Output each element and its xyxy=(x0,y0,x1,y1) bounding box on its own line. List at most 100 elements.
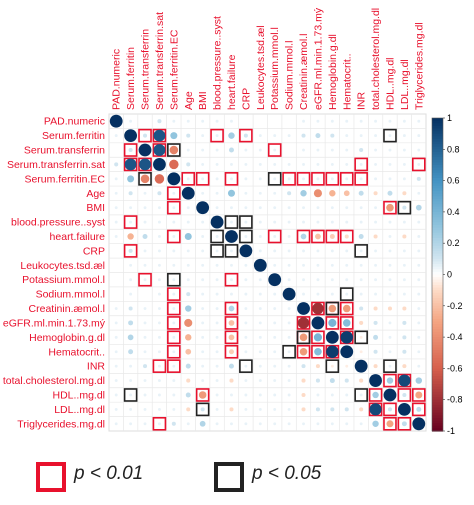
corr-circle xyxy=(258,335,262,339)
colorbar-segment xyxy=(432,423,443,427)
sig-box-p001 xyxy=(152,128,167,143)
colorbar-segment xyxy=(432,240,443,244)
sig-box-p001 xyxy=(311,172,325,186)
corr-circle xyxy=(172,307,176,310)
corr-circle xyxy=(114,321,118,325)
corr-circle xyxy=(302,249,305,253)
corr-circle xyxy=(374,162,378,166)
sig-box-p001 xyxy=(138,128,152,143)
corr-circle xyxy=(287,191,292,196)
colorbar-segment xyxy=(432,149,443,153)
corr-circle xyxy=(215,422,219,426)
sig-box-p001 xyxy=(167,200,181,215)
colorbar-segment xyxy=(432,407,443,411)
colorbar-tick-label: 0.6 xyxy=(447,176,460,186)
corr-circle xyxy=(143,335,147,339)
corr-circle xyxy=(172,350,176,354)
corr-circle xyxy=(374,249,378,253)
colorbar-segment xyxy=(432,188,443,192)
colorbar-segment xyxy=(432,282,443,286)
row-label: Serum.ferritin xyxy=(42,130,105,142)
corr-circle xyxy=(185,334,192,341)
corr-circle xyxy=(129,220,133,224)
corr-circle xyxy=(417,148,421,152)
colorbar-segment xyxy=(432,230,443,234)
corr-circle xyxy=(258,148,262,152)
corr-circle xyxy=(225,230,238,243)
corr-circle xyxy=(316,220,320,224)
sig-box-p001 xyxy=(383,402,397,417)
sig-box-p001 xyxy=(397,388,412,402)
corr-circle xyxy=(273,379,277,383)
colorbar-segment xyxy=(432,316,443,320)
sig-box-p001 xyxy=(311,344,325,359)
column-label: CRP xyxy=(240,88,252,110)
corr-circle xyxy=(345,278,349,282)
sig-box-p005 xyxy=(138,172,152,186)
corr-circle xyxy=(172,278,176,282)
row-label: HDL..mg.dl xyxy=(52,389,105,401)
corr-circle xyxy=(244,263,248,267)
colorbar-segment xyxy=(432,146,443,150)
corr-circle xyxy=(387,407,393,412)
corr-circle xyxy=(330,249,334,253)
corr-circle xyxy=(402,205,407,210)
corr-circle xyxy=(402,335,407,340)
sig-box-p001 xyxy=(195,172,210,186)
column-label: Serum.transferrin.sat xyxy=(154,12,166,110)
corr-circle xyxy=(388,321,392,325)
corr-circle xyxy=(157,220,161,224)
colorbar-segment xyxy=(432,224,443,229)
corr-circle xyxy=(258,307,262,310)
corr-circle xyxy=(128,147,133,153)
sig-box-p001 xyxy=(411,402,426,417)
sig-box-p005 xyxy=(239,359,253,373)
corr-circle xyxy=(258,191,262,195)
corr-circle xyxy=(359,393,363,397)
sig-box-p001 xyxy=(123,215,138,229)
colorbar-segment xyxy=(432,251,443,255)
corr-circle xyxy=(417,278,421,282)
sig-box-p005 xyxy=(167,272,181,287)
colorbar-tick-label: 1 xyxy=(447,113,452,123)
column-label: Hematocrit.. xyxy=(341,53,353,110)
corr-circle xyxy=(228,305,235,312)
corr-circle xyxy=(201,321,205,325)
corr-circle xyxy=(114,407,118,411)
corr-circle xyxy=(258,292,262,296)
corr-circle xyxy=(417,220,421,224)
corr-circle xyxy=(301,364,306,369)
corr-circle xyxy=(157,119,162,124)
corr-circle xyxy=(273,335,277,339)
colorbar-segment xyxy=(432,123,443,127)
colorbar-segment xyxy=(432,337,443,341)
corr-circle xyxy=(172,249,176,253)
corr-circle xyxy=(287,263,291,267)
corr-circle xyxy=(124,129,138,143)
corr-circle xyxy=(330,206,334,210)
corr-circle xyxy=(313,189,322,198)
colorbar-segment xyxy=(432,232,443,236)
corr-circle xyxy=(273,177,277,181)
corr-circle xyxy=(287,350,291,354)
sig-box-p001 xyxy=(167,186,181,201)
colorbar-segment xyxy=(432,258,443,263)
corr-circle xyxy=(402,306,407,311)
corr-circle xyxy=(417,235,421,238)
colorbar-segment xyxy=(432,170,443,174)
colorbar-segment xyxy=(432,253,443,257)
corr-circle xyxy=(171,421,176,426)
sig-box-p001 xyxy=(383,200,397,215)
colorbar-segment xyxy=(432,381,443,385)
corr-circle xyxy=(230,162,233,166)
corr-circle xyxy=(373,306,378,311)
colorbar-segment xyxy=(432,211,443,216)
corr-circle xyxy=(273,407,277,411)
colorbar-segment xyxy=(432,410,443,414)
corr-circle xyxy=(316,177,320,181)
corr-circle xyxy=(315,378,320,383)
colorbar-segment xyxy=(432,131,443,135)
corr-circle xyxy=(415,377,422,384)
corr-circle xyxy=(340,331,353,344)
corr-circle xyxy=(354,359,368,373)
